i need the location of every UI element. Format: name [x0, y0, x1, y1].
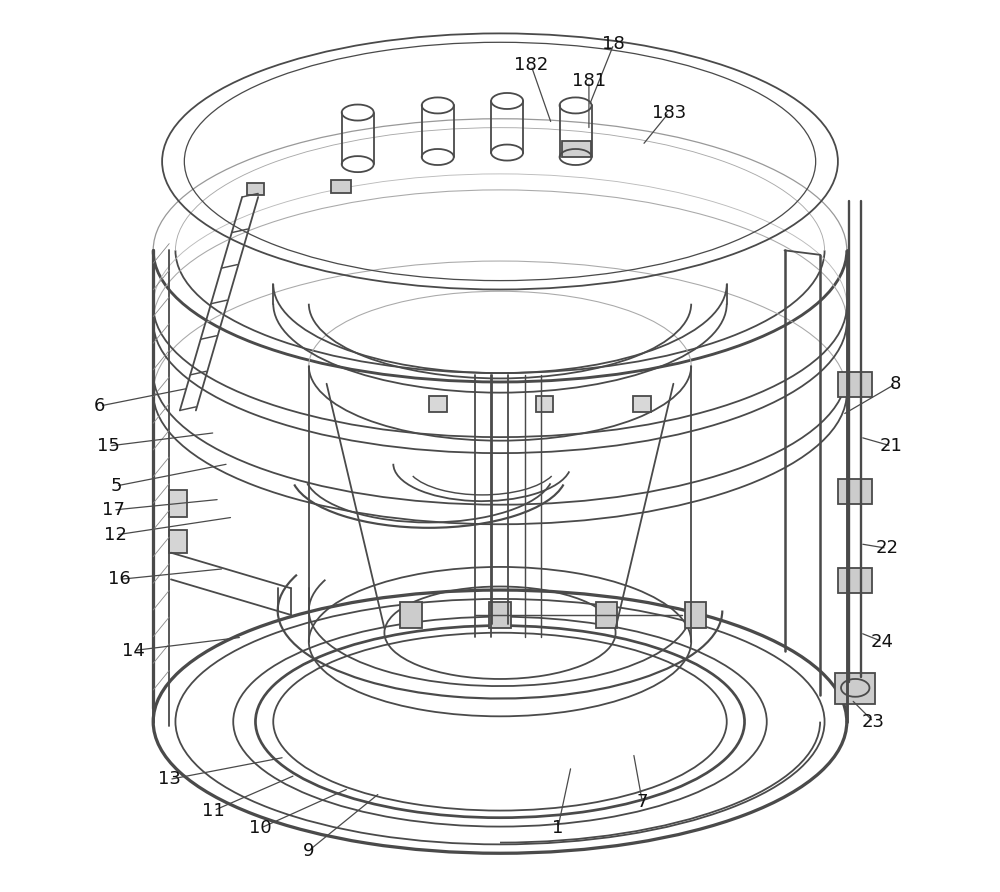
Bar	[169, 491, 187, 517]
Text: 10: 10	[249, 820, 271, 838]
Bar	[562, 141, 591, 157]
Text: 12: 12	[104, 526, 127, 544]
Bar	[331, 180, 351, 193]
Bar	[169, 531, 187, 553]
Text: 24: 24	[871, 632, 894, 650]
Text: 14: 14	[122, 641, 145, 659]
Bar	[838, 568, 872, 592]
Text: 182: 182	[514, 56, 548, 74]
Bar	[596, 601, 617, 628]
Text: 183: 183	[652, 103, 686, 121]
Text: 7: 7	[637, 793, 648, 811]
Text: 1: 1	[552, 820, 563, 838]
Text: 9: 9	[303, 841, 315, 860]
Text: 181: 181	[572, 72, 606, 90]
Bar	[838, 372, 872, 397]
Bar	[835, 673, 875, 704]
Text: 8: 8	[890, 375, 901, 392]
Bar	[400, 601, 422, 628]
Text: 15: 15	[97, 437, 120, 455]
Text: 13: 13	[158, 771, 181, 789]
Bar	[489, 601, 511, 628]
Bar	[685, 601, 706, 628]
Text: 22: 22	[875, 540, 898, 558]
Text: 6: 6	[94, 397, 106, 415]
Text: 21: 21	[880, 437, 903, 455]
Bar	[536, 396, 553, 412]
Text: 5: 5	[110, 477, 122, 495]
Bar	[838, 479, 872, 504]
Text: 18: 18	[602, 35, 625, 53]
Text: 11: 11	[202, 802, 225, 820]
Text: 23: 23	[862, 713, 885, 731]
Bar	[633, 396, 651, 412]
Bar	[247, 183, 264, 195]
Text: 17: 17	[102, 501, 125, 519]
Text: 16: 16	[108, 570, 131, 589]
Bar	[429, 396, 447, 412]
